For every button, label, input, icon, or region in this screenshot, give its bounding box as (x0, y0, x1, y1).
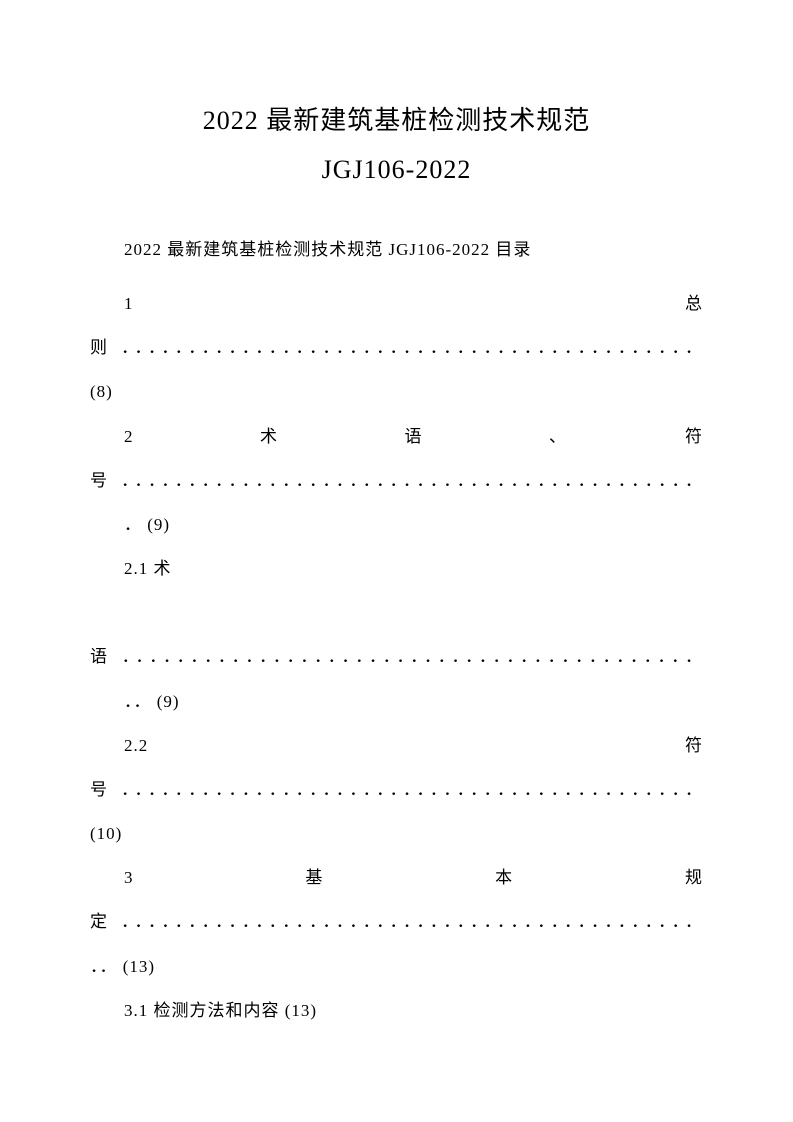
toc-entry-2-2-line1: 2.2 符 (90, 724, 703, 768)
toc-entry-2-2-line2: 号 ．．．．．．．．．．．．．．．．．．．．．．．．．．．．．．．．．．．．．．… (90, 768, 703, 812)
toc-entry-1-line1: 1 总 (90, 282, 703, 326)
document-title-line1: 2022 最新建筑基桩检测技术规范 (90, 100, 703, 137)
toc-entry-2-line2: 号 ．．．．．．．．．．．．．．．．．．．．．．．．．．．．．．．．．．．．．．… (90, 459, 703, 503)
toc-entry-1-line2: 则 ．．．．．．．．．．．．．．．．．．．．．．．．．．．．．．．．．．．．．．… (90, 326, 703, 370)
toc-entry-2-2-page: (10) (90, 812, 703, 856)
toc-entry-2-1-page: ．． (9) (90, 680, 703, 724)
toc-entry-3-1: 3.1 检测方法和内容 (13) (90, 989, 703, 1033)
document-title-line2: JGJ106-2022 (90, 155, 703, 185)
toc-entry-3-page: ．． (13) (90, 945, 703, 989)
toc-entry-2-1-line1: 2.1 术 (90, 547, 703, 591)
toc-entry-1-page: (8) (90, 370, 703, 414)
toc-entry-2-1-line2: 语 ．．．．．．．．．．．．．．．．．．．．．．．．．．．．．．．．．．．．．．… (90, 635, 703, 679)
toc-entry-3-line2: 定 ．．．．．．．．．．．．．．．．．．．．．．．．．．．．．．．．．．．．．．… (90, 900, 703, 944)
toc-entry-3-line1: 3 基 本 规 (90, 856, 703, 900)
toc-heading: 2022 最新建筑基桩检测技术规范 JGJ106-2022 目录 (90, 235, 703, 260)
toc-entry-2-line1: 2 术 语 、 符 (90, 415, 703, 459)
toc-entry-2-page: ． (9) (90, 503, 703, 547)
